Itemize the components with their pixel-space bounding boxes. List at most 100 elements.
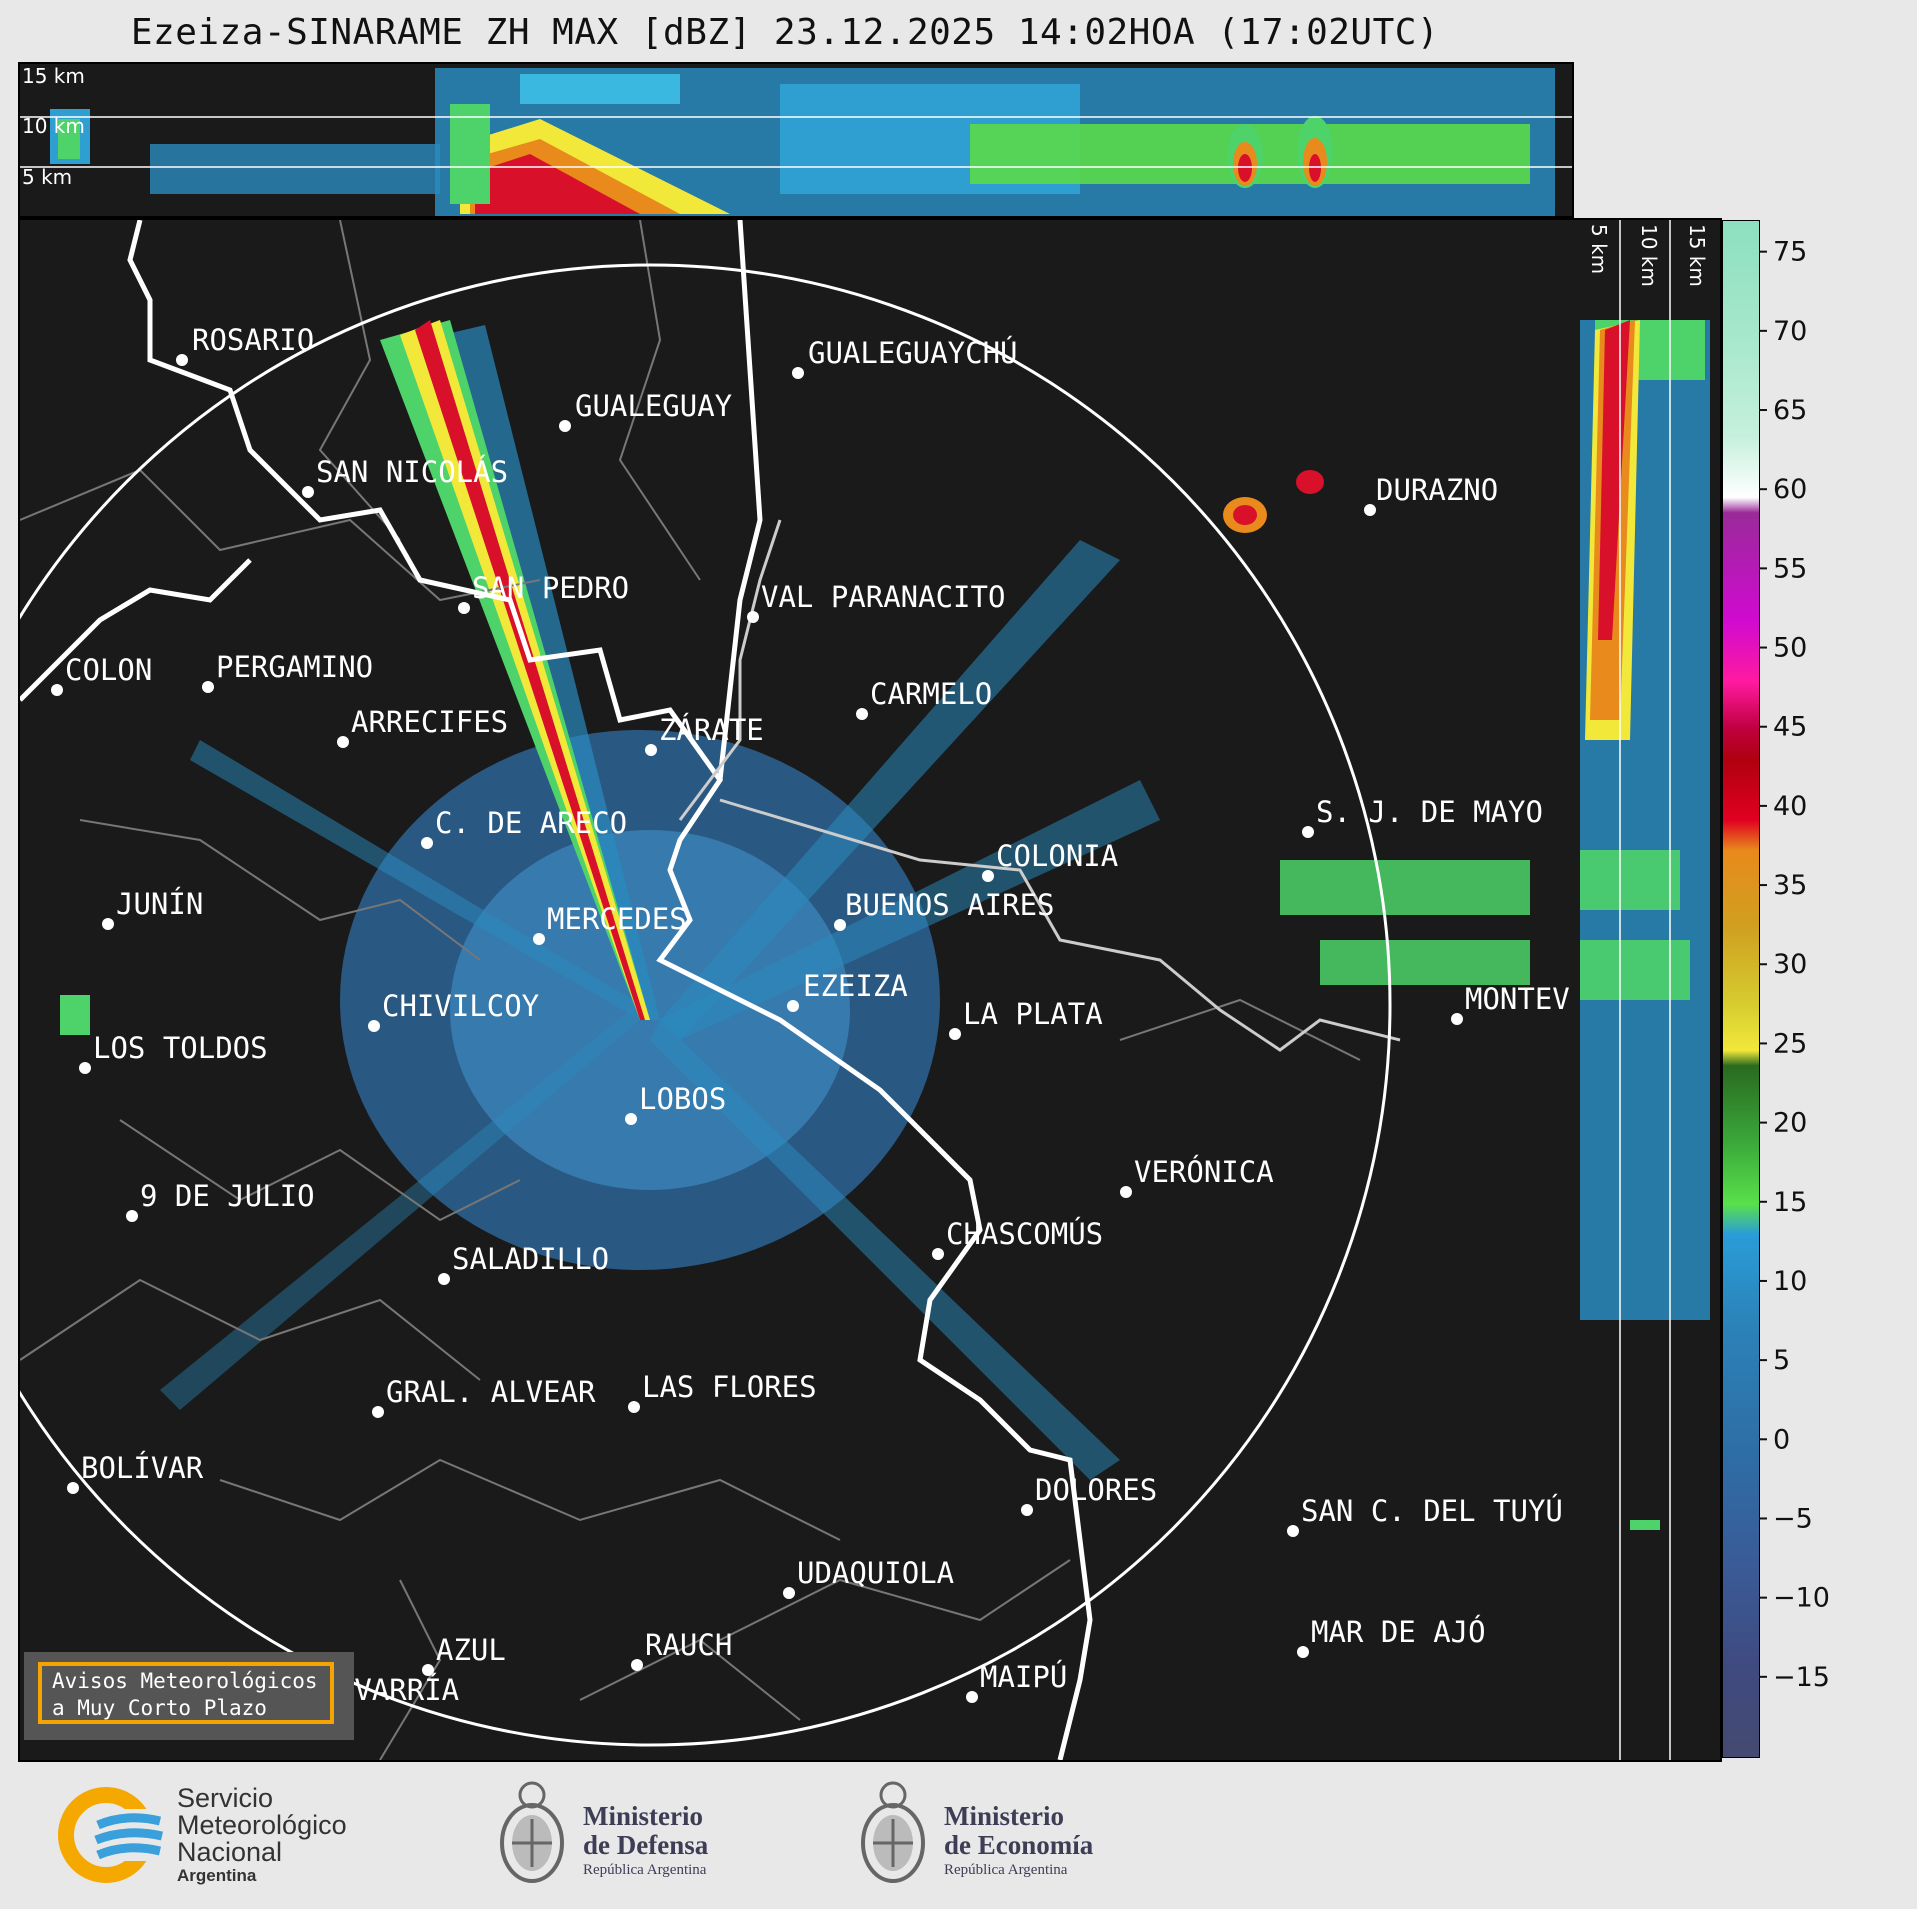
svg-text:CARMELO: CARMELO <box>870 677 992 711</box>
defensa-line3: República Argentina <box>583 1862 707 1878</box>
colorbar-tick-label: 10 <box>1773 1266 1807 1297</box>
defensa-line2: de Defensa <box>583 1830 709 1860</box>
top-label-10km: 10 km <box>22 114 85 138</box>
svg-text:SAN C. DEL TUYÚ: SAN C. DEL TUYÚ <box>1301 1494 1563 1528</box>
city-carmelo: CARMELO <box>856 677 992 720</box>
svg-text:MERCEDES: MERCEDES <box>547 902 687 936</box>
svg-text:AZUL: AZUL <box>436 1633 506 1667</box>
coat-of-arms-icon <box>861 1781 925 1883</box>
city-gualeguay: GUALEGUAY <box>559 389 732 432</box>
uruguay-coast <box>678 519 1401 1052</box>
side-profile-echoes <box>1580 320 1710 1530</box>
city-azul: AZUL <box>422 1633 506 1676</box>
svg-text:LOS TOLDOS: LOS TOLDOS <box>93 1031 268 1065</box>
city-veronica: VERÓNICA <box>1120 1155 1274 1198</box>
svg-text:SAN PEDRO: SAN PEDRO <box>472 571 629 605</box>
economia-line3: República Argentina <box>944 1862 1068 1878</box>
city-chascomus: CHASCOMÚS <box>932 1217 1103 1260</box>
city-montevideo: MONTEV <box>1451 982 1570 1025</box>
colorbar <box>1722 220 1760 1758</box>
city-colon: COLON <box>51 653 152 696</box>
city-udaquiola: UDAQUIOLA <box>783 1556 954 1599</box>
top-label-5km: 5 km <box>22 165 72 189</box>
colorbar-tick-label: −15 <box>1773 1662 1830 1693</box>
city-zarate: ZÁRATE <box>645 713 764 756</box>
city-lobos: LOBOS <box>625 1082 726 1125</box>
svg-text:9 DE JULIO: 9 DE JULIO <box>140 1179 315 1213</box>
city-ezeiza: EZEIZA <box>787 969 908 1012</box>
city-junin: JUNÍN <box>102 887 203 930</box>
range-ring <box>0 263 1392 1747</box>
city-mar-de-ajo: MAR DE AJÓ <box>1297 1615 1486 1658</box>
city-rosario: ROSARIO <box>176 323 314 366</box>
svg-text:PERGAMINO: PERGAMINO <box>216 650 373 684</box>
svg-text:ZÁRATE: ZÁRATE <box>659 713 764 747</box>
top-label-15km: 15 km <box>22 64 85 88</box>
economia-text: Ministerio de Economía República Argenti… <box>944 1802 1093 1880</box>
avisos-line1: Avisos Meteorológicos <box>52 1669 318 1693</box>
colorbar-tick-label: 5 <box>1773 1345 1790 1376</box>
colorbar-tick-label: 55 <box>1773 553 1807 584</box>
svg-text:LA PLATA: LA PLATA <box>963 997 1103 1031</box>
economia-seal <box>855 1775 931 1893</box>
avisos-box: Avisos Meteorológicos a Muy Corto Plazo <box>24 1652 354 1740</box>
city-markers: ROSARIO GUALEGUAYCHÚ GUALEGUAY SAN NICOL… <box>51 323 1570 1716</box>
colorbar-tick-label: 25 <box>1773 1028 1807 1059</box>
side-profile-svg: 5 km 10 km 15 km <box>1580 220 1710 1760</box>
city-gualeguaychu: GUALEGUAYCHÚ <box>792 336 1018 379</box>
svg-text:BUENOS AIRES: BUENOS AIRES <box>845 888 1055 922</box>
smn-logo <box>56 1785 176 1885</box>
city-maipu: MAIPÚ <box>966 1660 1067 1703</box>
city-colonia: COLONIA <box>982 839 1118 882</box>
city-9-de-julio: 9 DE JULIO <box>126 1179 315 1222</box>
top-profile-svg: 15 km 10 km 5 km <box>20 64 1572 216</box>
svg-text:VAL PARANACITO: VAL PARANACITO <box>761 580 1005 614</box>
svg-text:MONTEV: MONTEV <box>1465 982 1570 1016</box>
svg-text:UDAQUIOLA: UDAQUIOLA <box>797 1556 954 1590</box>
department-borders <box>19 219 1361 1761</box>
side-label-15km: 15 km <box>1685 224 1709 287</box>
economia-line2: de Economía <box>944 1830 1094 1860</box>
colorbar-tick-label: 0 <box>1773 1424 1790 1455</box>
defensa-seal <box>494 1775 570 1893</box>
city-bolivar: BOLÍVAR <box>67 1451 204 1494</box>
economia-line1: Ministerio <box>944 1801 1064 1831</box>
svg-text:LOBOS: LOBOS <box>639 1082 726 1116</box>
svg-text:LAS FLORES: LAS FLORES <box>642 1370 817 1404</box>
city-las-flores: LAS FLORES <box>628 1370 817 1413</box>
colorbar-tick-label: 65 <box>1773 395 1807 426</box>
coat-of-arms-icon <box>500 1781 564 1883</box>
svg-text:SAN NICOLÁS: SAN NICOLÁS <box>316 455 508 489</box>
svg-text:MAIPÚ: MAIPÚ <box>980 1660 1067 1694</box>
svg-text:COLONIA: COLONIA <box>996 839 1118 873</box>
smn-line1: Servicio <box>177 1783 274 1813</box>
svg-text:ROSARIO: ROSARIO <box>192 323 314 357</box>
colorbar-tick-label: 60 <box>1773 474 1807 505</box>
colorbar-tick-label: 35 <box>1773 870 1807 901</box>
colorbar-tick-label: 20 <box>1773 1108 1807 1139</box>
city-gral-alvear: GRAL. ALVEAR <box>372 1375 596 1418</box>
svg-text:C. DE ARECO: C. DE ARECO <box>435 806 627 840</box>
avisos-label: Avisos Meteorológicos a Muy Corto Plazo <box>38 1662 334 1724</box>
city-rauch: RAUCH <box>631 1628 732 1671</box>
colorbar-tick-label: 70 <box>1773 316 1807 347</box>
city-saladillo: SALADILLO <box>438 1242 609 1285</box>
city-dolores: DOLORES <box>1021 1473 1157 1516</box>
city-c-de-areco: C. DE ARECO <box>421 806 627 849</box>
side-label-5km: 5 km <box>1587 224 1611 274</box>
svg-text:EZEIZA: EZEIZA <box>803 969 908 1003</box>
svg-text:DURAZNO: DURAZNO <box>1376 473 1498 507</box>
city-chivilcoy: CHIVILCOY <box>368 989 539 1032</box>
coastline-rivers <box>18 219 1093 1761</box>
avisos-line2: a Muy Corto Plazo <box>52 1696 267 1720</box>
smn-text: Servicio Meteorológico Nacional Argentin… <box>177 1785 347 1886</box>
city-mercedes: MERCEDES <box>533 902 687 945</box>
colorbar-tick-label: −5 <box>1773 1503 1813 1534</box>
side-height-profile: 5 km 10 km 15 km <box>1570 218 1722 1762</box>
city-buenos-aires: BUENOS AIRES <box>834 888 1055 931</box>
reflectivity-echoes <box>60 320 1530 1480</box>
svg-text:COLON: COLON <box>65 653 152 687</box>
defensa-text: Ministerio de Defensa República Argentin… <box>583 1802 708 1880</box>
colorbar-tick-label: 40 <box>1773 791 1807 822</box>
svg-text:GUALEGUAYCHÚ: GUALEGUAYCHÚ <box>808 336 1018 370</box>
